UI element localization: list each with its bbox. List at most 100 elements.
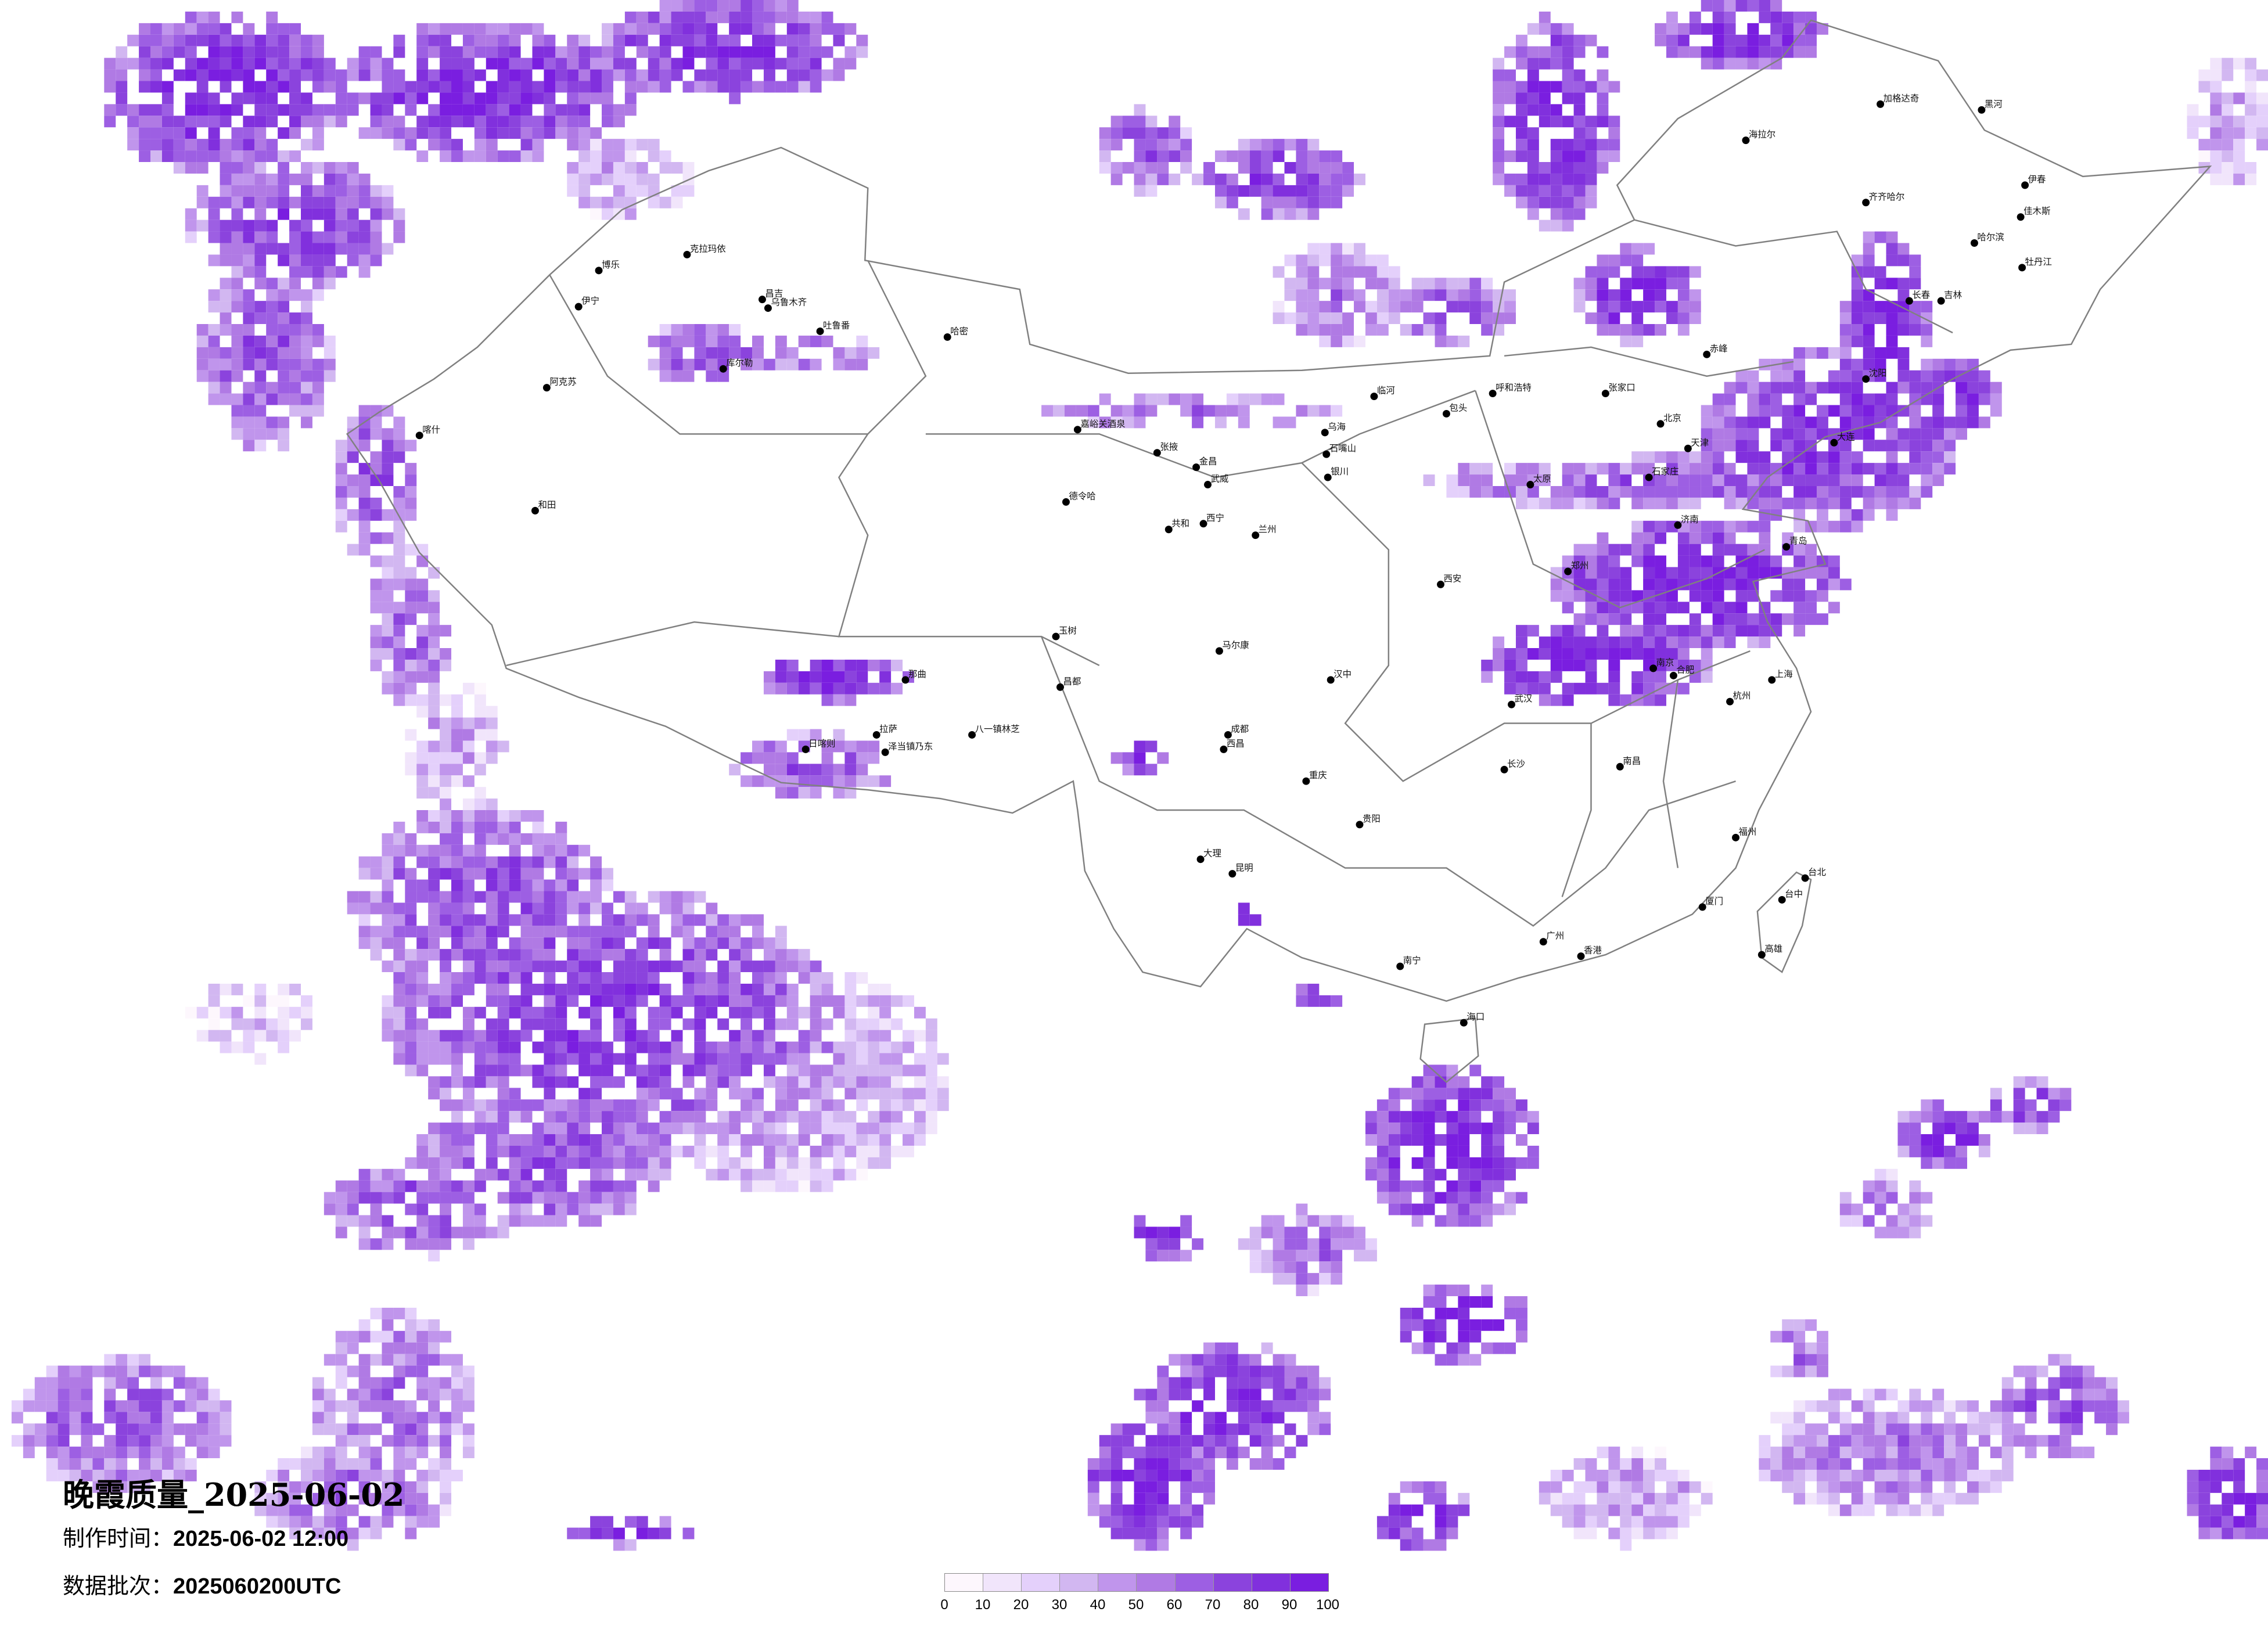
- cloud-cell: [428, 1053, 440, 1065]
- cloud-cell: [1273, 1215, 1285, 1227]
- cloud-cell: [254, 150, 267, 163]
- cloud-cell: [659, 961, 671, 973]
- cloud-cell: [428, 1157, 440, 1169]
- cloud-cell: [1897, 370, 1910, 382]
- cloud-cell: [1944, 1435, 1956, 1447]
- cloud-cell: [2233, 57, 2245, 70]
- city-dot: [1192, 463, 1201, 472]
- cloud-cell: [1423, 1492, 1435, 1505]
- cloud-cell: [1515, 81, 1527, 93]
- cloud-cell: [301, 1504, 312, 1516]
- cloud-cell: [1921, 486, 1933, 498]
- cloud-cell: [706, 347, 718, 359]
- cloud-cell: [185, 150, 197, 163]
- cloud-cell: [1677, 474, 1690, 487]
- cloud-cell: [1782, 1469, 1794, 1481]
- cloud-cell: [1967, 382, 1979, 394]
- cloud-cell: [1886, 1504, 1898, 1516]
- cloud-cell: [428, 1134, 440, 1146]
- cloud-cell: [694, 358, 706, 370]
- cloud-cell: [682, 370, 695, 382]
- cloud-cell: [1793, 405, 1806, 417]
- cloud-cell: [1956, 393, 1967, 405]
- cloud-cell: [659, 1006, 671, 1019]
- cloud-cell: [821, 1123, 833, 1135]
- cloud-cell: [208, 983, 220, 995]
- cloud-cell: [474, 682, 486, 695]
- cloud-cell: [1712, 636, 1724, 649]
- cloud-cell: [474, 1030, 486, 1042]
- cloud-cell: [879, 1064, 892, 1077]
- cloud-cell: [497, 1053, 509, 1065]
- cloud-cell: [925, 1018, 937, 1030]
- cloud-cell: [659, 34, 671, 46]
- cloud-cell: [729, 937, 741, 949]
- cloud-cell: [1157, 1481, 1169, 1493]
- cloud-cell: [532, 926, 544, 938]
- cloud-cell: [324, 231, 336, 243]
- cloud-cell: [208, 139, 220, 151]
- cloud-cell: [92, 1365, 105, 1377]
- cloud-cell: [462, 810, 475, 822]
- cloud-cell: [34, 1388, 46, 1401]
- cloud-cell: [1226, 405, 1238, 417]
- cloud-cell: [370, 104, 382, 116]
- cloud-cell: [231, 358, 243, 370]
- cloud-cell: [1388, 1145, 1400, 1157]
- cloud-cell: [613, 1030, 625, 1042]
- cloud-cell: [185, 231, 197, 243]
- cloud-cell: [1238, 405, 1250, 417]
- cloud-cell: [2106, 1388, 2118, 1401]
- cloud-cell: [69, 1458, 81, 1470]
- cloud-cell: [532, 937, 544, 949]
- cloud-cell: [671, 1088, 683, 1100]
- cloud-cell: [46, 1388, 58, 1401]
- cloud-cell: [706, 335, 718, 347]
- cloud-cell: [416, 983, 429, 995]
- cloud-cell: [925, 1111, 937, 1123]
- cloud-cell: [648, 1030, 660, 1042]
- cloud-cell: [520, 995, 533, 1007]
- cloud-cell: [1643, 520, 1655, 533]
- cloud-cell: [1273, 196, 1285, 208]
- city-dot: [415, 431, 423, 440]
- cloud-cell: [1319, 1412, 1331, 1424]
- cloud-cell: [509, 995, 521, 1007]
- city-label: 张掖: [1160, 442, 1178, 452]
- cloud-cell: [1770, 440, 1782, 452]
- cloud-cell: [856, 1157, 868, 1169]
- cloud-cell: [567, 1145, 579, 1157]
- cloud-cell: [1388, 1492, 1400, 1505]
- cloud-cell: [544, 891, 556, 903]
- cloud-cell: [879, 1099, 892, 1111]
- cloud-cell: [1747, 405, 1759, 417]
- cloud-cell: [613, 937, 625, 949]
- cloud-cell: [821, 69, 833, 81]
- cloud-cell: [486, 1041, 498, 1053]
- cloud-cell: [440, 833, 452, 845]
- cloud-cell: [1897, 1111, 1910, 1123]
- cloud-cell: [1597, 104, 1609, 116]
- cloud-cell: [2187, 1469, 2199, 1481]
- cloud-cell: [833, 57, 845, 70]
- cloud-cell: [590, 1192, 602, 1204]
- cloud-cell: [555, 46, 567, 58]
- cloud-cell: [1631, 486, 1644, 498]
- cloud-cell: [2233, 1516, 2245, 1528]
- cloud-cell: [474, 844, 486, 857]
- cloud-cell: [1307, 1273, 1320, 1285]
- cloud-cell: [1677, 486, 1690, 498]
- cloud-cell: [2245, 162, 2257, 174]
- cloud-cell: [462, 798, 475, 811]
- cloud-cell: [1793, 393, 1806, 405]
- cloud-cell: [497, 1041, 509, 1053]
- cloud-cell: [1180, 1354, 1192, 1366]
- cloud-cell: [393, 451, 405, 463]
- cloud-cell: [1249, 1226, 1261, 1239]
- cloud-cell: [1145, 162, 1158, 174]
- cloud-cell: [1376, 1180, 1389, 1192]
- cloud-cell: [1770, 370, 1782, 382]
- cloud-cell: [139, 69, 151, 81]
- cloud-cell: [1527, 1157, 1539, 1169]
- cloud-cell: [428, 775, 440, 787]
